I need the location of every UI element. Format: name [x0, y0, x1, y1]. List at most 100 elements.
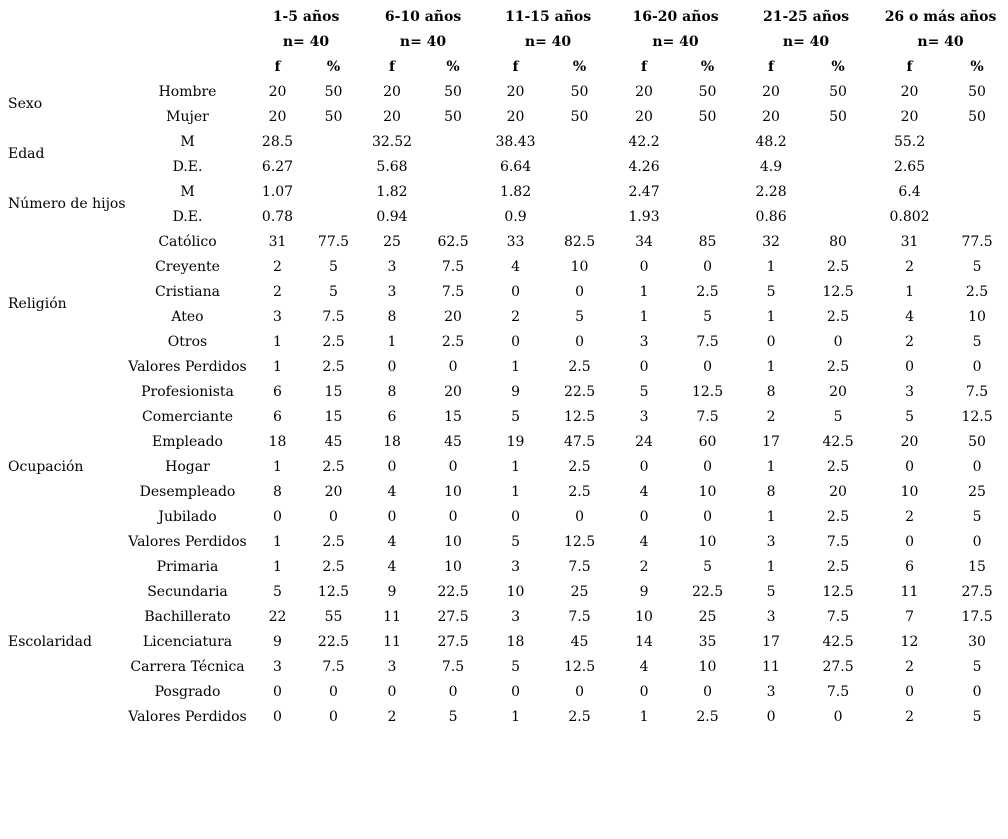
- f-value-cell: 20: [900, 83, 919, 100]
- row-label-cell: Valores Perdidos: [128, 708, 247, 725]
- pct-value-cell: 2.5: [322, 533, 345, 550]
- pct-value-cell: 5: [448, 708, 458, 725]
- pct-value-cell: 7.5: [965, 383, 989, 400]
- table-row: Jubilado 0 0 0 0 0 0 0 0 1 2.5 2 5: [0, 504, 1008, 529]
- group-header: 1-5 años: [272, 8, 340, 25]
- f-value-cell: 0.802: [889, 208, 930, 225]
- pct-value-cell: 7.5: [441, 283, 465, 300]
- row-label-cell: Creyente: [155, 258, 220, 275]
- pct-value-cell: [305, 179, 362, 204]
- pct-value-cell: [422, 204, 484, 229]
- f-value-cell: 6.4: [898, 183, 921, 200]
- pct-value-cell: 5: [972, 333, 982, 350]
- f-value-cell: 2: [905, 658, 914, 675]
- pct-value-cell: 12.5: [563, 533, 596, 550]
- pct-value-cell: 7.5: [441, 258, 465, 275]
- f-value-cell: 11: [762, 658, 780, 675]
- f-value-cell: 2: [905, 333, 914, 350]
- pct-value-cell: 2.5: [568, 358, 591, 375]
- f-value-cell: 6: [273, 408, 282, 425]
- pct-value-cell: 15: [324, 408, 343, 425]
- pct-value-cell: 2.5: [826, 358, 850, 375]
- f-value-cell: 1: [273, 358, 282, 375]
- table-row: Carrera Técnica 3 7.5 3 7.5 5 12.5 4 10 11 27.5 2 5: [0, 654, 1008, 679]
- pct-column-header: %: [700, 58, 715, 75]
- f-value-cell: 9: [273, 633, 282, 650]
- pct-value-cell: 5: [703, 308, 712, 325]
- group-n-label: n= 40: [399, 33, 447, 50]
- table-body: Sexo Hombre 20 50 20 50 20 50 20 50 20 50 20 50 Mujer 2…: [0, 79, 1008, 729]
- pct-value-cell: 17.5: [961, 608, 993, 625]
- group-n-label: n= 40: [282, 33, 330, 50]
- f-value-cell: 2: [639, 558, 649, 575]
- pct-value-cell: 77.5: [317, 233, 350, 250]
- f-value-cell: 1: [766, 308, 776, 325]
- f-value-cell: 6: [905, 558, 914, 575]
- f-value-cell: 3: [766, 683, 776, 700]
- table-row: Ateo 3 7.5 8 20 2 5 1 5 1 2.5 4 10: [0, 304, 1008, 329]
- pct-value-cell: 27.5: [822, 658, 854, 675]
- f-value-cell: 6: [387, 408, 397, 425]
- row-label-cell: Católico: [158, 233, 217, 250]
- pct-value-cell: 0: [575, 683, 584, 700]
- table-row: Sexo Hombre 20 50 20 50 20 50 20 50 20 50 20 50: [0, 79, 1008, 112]
- category-cell: Religión: [8, 296, 67, 312]
- f-value-cell: 0: [511, 333, 520, 350]
- f-value-cell: 24: [635, 433, 653, 450]
- pct-value-cell: 5: [833, 408, 843, 425]
- f-value-cell: 0: [511, 508, 520, 525]
- pct-value-cell: [946, 154, 1008, 179]
- pct-value-cell: 20: [444, 308, 462, 325]
- table-row: Valores Perdidos 0 0 2 5 1 2.5 1 2.5 0 0 2 5: [0, 704, 1008, 729]
- table-row: Ocupación Profesionista 6 15 8 20 9 22.5 5 12.5 8 2…: [0, 379, 1008, 474]
- pct-value-cell: 2.5: [441, 333, 465, 350]
- f-value-cell: 4: [905, 308, 914, 325]
- table-row: Religión Católico 31 77.5 25 62.5 33 82.5 34 85 32…: [0, 229, 1008, 312]
- pct-value-cell: 10: [968, 308, 986, 325]
- pct-value-cell: [547, 179, 612, 204]
- f-value-cell: 28.5: [261, 133, 294, 150]
- pct-value-cell: 0: [575, 333, 584, 350]
- pct-value-cell: 50: [829, 83, 847, 100]
- f-value-cell: 4: [387, 558, 397, 575]
- pct-value-cell: 2.5: [826, 258, 850, 275]
- pct-value-cell: 20: [324, 483, 343, 500]
- group-header: 26 o más años: [884, 8, 997, 25]
- pct-value-cell: 45: [324, 433, 343, 450]
- group-n-label: n= 40: [917, 33, 964, 50]
- corner-cell: [0, 4, 125, 29]
- row-label-cell: Profesionista: [141, 383, 234, 400]
- f-value-cell: 0: [639, 458, 649, 475]
- row-label-cell: Secundaria: [147, 583, 228, 600]
- pct-value-cell: 0: [972, 533, 982, 550]
- pct-value-cell: 0: [833, 708, 843, 725]
- pct-value-cell: 50: [444, 108, 462, 125]
- pct-value-cell: 12.5: [961, 408, 993, 425]
- f-value-cell: 1: [273, 558, 282, 575]
- pct-value-cell: 0: [329, 683, 338, 700]
- f-value-cell: 7: [905, 608, 914, 625]
- row-label-cell: Otros: [167, 333, 208, 350]
- pct-value-cell: 0: [329, 708, 338, 725]
- pct-value-cell: [676, 179, 739, 204]
- f-value-cell: 38.43: [495, 133, 536, 150]
- pct-value-cell: 0: [329, 508, 338, 525]
- pct-value-cell: 7.5: [696, 408, 719, 425]
- f-value-cell: 0: [905, 533, 914, 550]
- f-value-cell: 0.78: [261, 208, 294, 225]
- group-n-label: n= 40: [782, 33, 830, 50]
- table-header: 1-5 años 6-10 años 11-15 años 16-20 años 21-…: [0, 4, 1008, 79]
- pct-value-cell: [676, 154, 739, 179]
- pct-value-cell: 5: [329, 258, 338, 275]
- table-row: Secundaria 5 12.5 9 22.5 10 25 9 22.5 5 12.5 11 27.5: [0, 579, 1008, 604]
- pct-value-cell: 7.5: [322, 308, 345, 325]
- f-value-cell: 0.94: [376, 208, 408, 225]
- pct-value-cell: 2.5: [568, 708, 591, 725]
- row-label-cell: Posgrado: [154, 683, 221, 700]
- f-value-cell: 1: [766, 358, 776, 375]
- table-row: D.E. 0.78 0.94 0.9 1.93 0.86 0.802: [0, 204, 1008, 229]
- f-value-cell: 1: [766, 458, 776, 475]
- pct-value-cell: [676, 204, 739, 229]
- pct-value-cell: 7.5: [568, 558, 591, 575]
- pct-column-header: %: [326, 58, 341, 75]
